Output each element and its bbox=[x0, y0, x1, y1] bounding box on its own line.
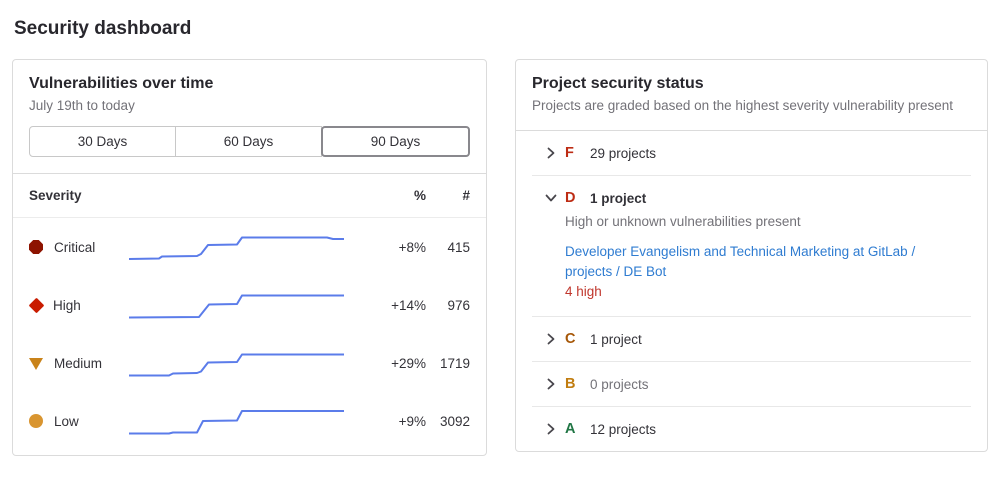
grade-c-toggle[interactable]: C 1 project bbox=[544, 331, 959, 347]
page-title: Security dashboard bbox=[14, 18, 192, 39]
severity-row-high: High +14% 976 bbox=[13, 276, 486, 334]
vulnerabilities-over-time-panel: Vulnerabilities over time July 19th to t… bbox=[12, 59, 487, 456]
chevron-down-icon bbox=[545, 194, 557, 202]
severity-label: Critical bbox=[54, 239, 96, 255]
severity-high-icon bbox=[28, 297, 45, 313]
severity-label: Low bbox=[54, 413, 79, 429]
vulnerability-count-value: 415 bbox=[447, 239, 470, 255]
grade-letter: D bbox=[565, 190, 576, 206]
grade-project-count: 12 projects bbox=[590, 421, 657, 437]
severity-medium-icon bbox=[29, 358, 43, 370]
dashboard-cards: Vulnerabilities over time July 19th to t… bbox=[12, 59, 988, 456]
grade-row-c: C 1 project bbox=[532, 317, 971, 362]
severity-table-header: Severity % # bbox=[13, 173, 486, 218]
range-30-days-button[interactable]: 30 Days bbox=[29, 126, 176, 157]
percent-change-value: +29% bbox=[391, 355, 426, 371]
vulnerability-count-value: 976 bbox=[447, 297, 470, 313]
status-panel-title: Project security status bbox=[532, 75, 704, 92]
grade-project-count: 29 projects bbox=[590, 145, 657, 161]
vuln-panel-title: Vulnerabilities over time bbox=[29, 75, 214, 92]
project-vulnerability-detail: 4 high bbox=[565, 284, 602, 299]
chevron-right-icon bbox=[547, 147, 555, 159]
high-trend-sparkline bbox=[129, 294, 344, 319]
grade-project-count: 1 project bbox=[590, 331, 642, 347]
chevron-right-icon bbox=[547, 378, 555, 390]
low-trend-sparkline bbox=[129, 410, 344, 435]
chevron-right-icon bbox=[547, 423, 555, 435]
vulnerability-count-value: 1719 bbox=[439, 355, 470, 371]
grade-description: High or unknown vulnerabilities present bbox=[565, 214, 801, 229]
day-range-button-group: 30 Days 60 Days 90 Days bbox=[29, 126, 470, 157]
grade-row-b: B 0 projects bbox=[532, 362, 971, 407]
grade-d-toggle[interactable]: D 1 project bbox=[544, 190, 959, 206]
grade-row-a: A 12 projects bbox=[532, 407, 971, 451]
grade-row-d: D 1 project High or unknown vulnerabilit… bbox=[532, 176, 971, 317]
project-security-status-panel: Project security status Projects are gra… bbox=[515, 59, 988, 452]
grade-a-toggle[interactable]: A 12 projects bbox=[544, 421, 959, 437]
critical-trend-sparkline bbox=[129, 236, 344, 260]
percent-change-value: +14% bbox=[391, 297, 426, 313]
grade-b-toggle[interactable]: B 0 projects bbox=[544, 376, 959, 392]
grade-letter: C bbox=[565, 331, 576, 347]
security-dashboard-page: Security dashboard Vulnerabilities over … bbox=[12, 18, 988, 456]
severity-table-body: Critical +8% 415 High + bbox=[13, 218, 486, 455]
project-link[interactable]: Developer Evangelism and Technical Marke… bbox=[565, 244, 916, 279]
vuln-panel-header: Vulnerabilities over time July 19th to t… bbox=[13, 60, 486, 173]
severity-row-low: Low +9% 3092 bbox=[13, 392, 486, 450]
severity-row-critical: Critical +8% 415 bbox=[13, 218, 486, 276]
severity-column-header: Severity bbox=[29, 188, 82, 203]
status-panel-header: Project security status Projects are gra… bbox=[516, 60, 987, 131]
grade-d-expanded-content: High or unknown vulnerabilities present … bbox=[565, 214, 959, 302]
grade-row-f: F 29 projects bbox=[532, 131, 971, 176]
grade-letter: A bbox=[565, 421, 576, 437]
grade-f-toggle[interactable]: F 29 projects bbox=[544, 145, 959, 161]
count-column-header: # bbox=[462, 188, 470, 203]
grade-accordion-list: F 29 projects D 1 project High or unknow… bbox=[516, 131, 987, 451]
grade-project-count: 0 projects bbox=[590, 376, 649, 392]
severity-label: High bbox=[53, 297, 81, 313]
grade-letter: B bbox=[565, 376, 576, 392]
chevron-right-icon bbox=[547, 333, 555, 345]
vuln-date-range-text: July 19th to today bbox=[29, 98, 135, 113]
range-60-days-button[interactable]: 60 Days bbox=[175, 126, 322, 157]
severity-low-icon bbox=[29, 414, 43, 428]
percent-change-value: +8% bbox=[398, 239, 426, 255]
severity-label: Medium bbox=[54, 355, 103, 371]
grade-project-count: 1 project bbox=[590, 190, 647, 206]
grade-letter: F bbox=[565, 145, 574, 161]
percent-column-header: % bbox=[413, 188, 426, 203]
severity-row-medium: Medium +29% 1719 bbox=[13, 334, 486, 392]
percent-change-value: +9% bbox=[398, 413, 426, 429]
vulnerability-count-value: 3092 bbox=[439, 413, 470, 429]
severity-critical-icon bbox=[29, 240, 43, 254]
medium-trend-sparkline bbox=[129, 353, 344, 377]
range-90-days-button[interactable]: 90 Days bbox=[321, 126, 470, 157]
status-panel-subtitle: Projects are graded based on the highest… bbox=[532, 98, 953, 113]
